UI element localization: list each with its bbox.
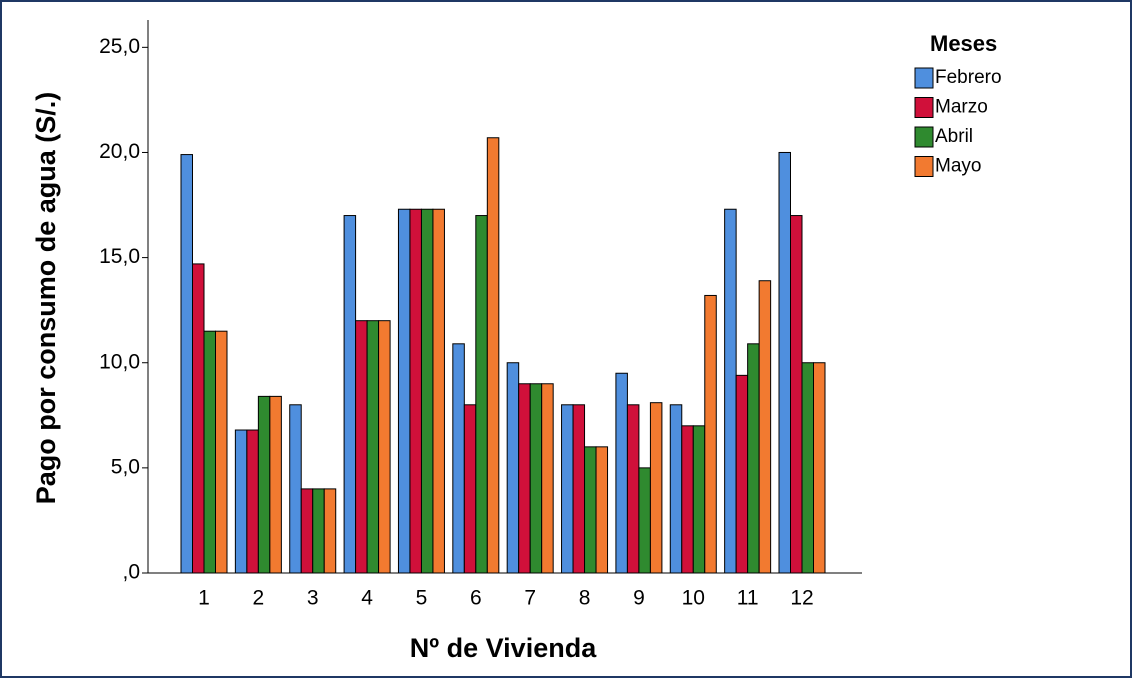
x-tick-label: 5: [416, 587, 428, 610]
bar: [486, 137, 500, 574]
bar: [572, 404, 586, 574]
bar: [215, 330, 228, 574]
bar: [790, 215, 803, 574]
bar: [269, 395, 282, 574]
bar: [397, 208, 411, 574]
legend-label: Marzo: [935, 97, 988, 118]
bar: [747, 343, 760, 574]
bar: [289, 404, 302, 574]
bar: [649, 402, 663, 574]
bar: [257, 395, 271, 574]
bar: [246, 429, 259, 574]
bar: [506, 362, 520, 574]
bar: [584, 446, 597, 574]
bar: [203, 330, 216, 574]
bar: [758, 280, 772, 574]
bar: [704, 294, 717, 574]
bar: [561, 404, 574, 574]
y-tick-label: 25,0: [99, 35, 140, 58]
x-tick-label: 4: [361, 587, 373, 610]
legend-title: Meses: [930, 31, 997, 56]
bar: [541, 383, 554, 574]
bar: [323, 488, 337, 574]
y-tick-label: 10,0: [99, 350, 140, 373]
x-tick-label: 3: [307, 587, 319, 610]
x-tick-label: 12: [790, 587, 813, 610]
bar: [595, 446, 609, 574]
bar: [475, 215, 488, 574]
bar: [409, 208, 422, 574]
x-tick-label: 10: [682, 587, 705, 610]
bar: [813, 362, 826, 574]
y-axis-title: Pago por consumo de agua (S/.): [31, 92, 61, 505]
bar: [234, 429, 248, 574]
legend-label: Abril: [935, 126, 973, 147]
x-tick-label: 8: [579, 587, 591, 610]
bar: [735, 374, 749, 574]
legend-label: Mayo: [935, 156, 981, 177]
x-tick-label: 2: [253, 587, 265, 610]
bar: [669, 404, 683, 574]
bar: [692, 425, 706, 574]
bar: [518, 383, 531, 574]
bar: [778, 151, 791, 574]
bar: [432, 208, 445, 574]
bar: [378, 320, 391, 574]
bar: [615, 372, 628, 574]
y-tick-label: 15,0: [99, 245, 140, 268]
bar: [366, 320, 380, 574]
bar: [300, 488, 314, 574]
y-tick-label: ,0: [122, 561, 140, 584]
bar: [420, 208, 434, 574]
x-tick-label: 11: [737, 587, 759, 610]
y-tick-label: 20,0: [99, 140, 140, 163]
bar: [724, 208, 737, 574]
x-axis-title: Nº de Vivienda: [410, 633, 597, 663]
bar: [638, 467, 651, 574]
bar: [463, 404, 477, 574]
bar: [626, 404, 640, 574]
bar: [681, 425, 694, 574]
bar: [529, 383, 543, 574]
bar: [452, 343, 465, 574]
legend-swatch: [914, 97, 934, 118]
bar: [343, 215, 357, 574]
bar: [355, 320, 368, 574]
legend-label: Febrero: [935, 67, 1002, 88]
y-tick-label: 5,0: [111, 455, 140, 478]
legend-swatch: [914, 126, 934, 148]
x-tick-label: 7: [524, 587, 536, 610]
legend-swatch: [914, 67, 934, 89]
x-tick-label: 1: [198, 587, 210, 610]
x-tick-label: 9: [633, 587, 645, 610]
legend-swatch: [914, 156, 934, 177]
bar: [192, 263, 205, 574]
bar: [180, 154, 193, 574]
bar: [312, 488, 325, 574]
x-tick-label: 6: [470, 587, 482, 610]
bar: [801, 362, 814, 574]
